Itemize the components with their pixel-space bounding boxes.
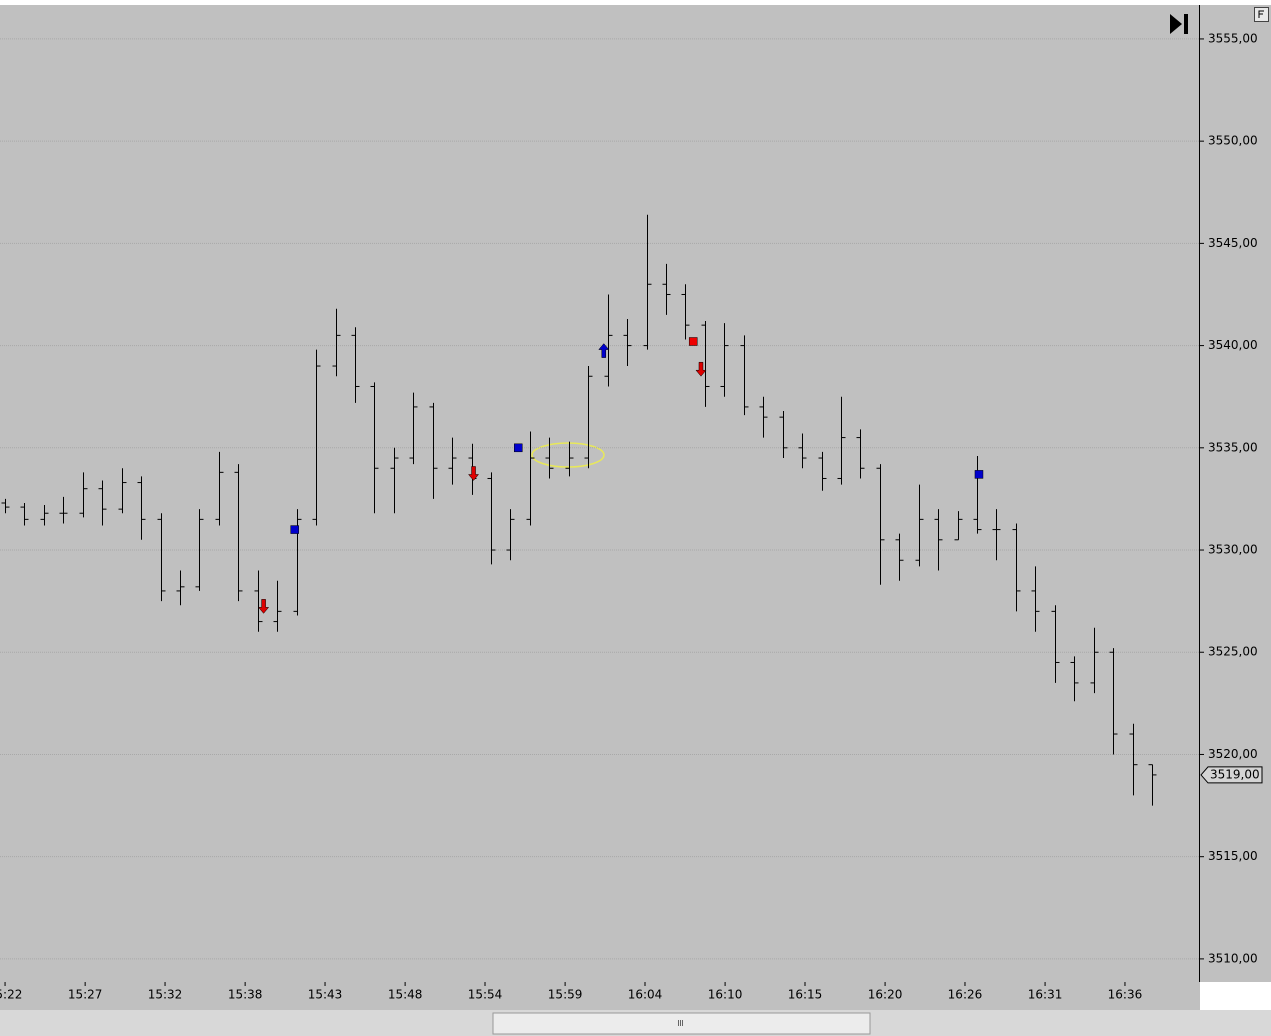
last-price-label: 3519,00 <box>1210 767 1260 781</box>
y-tick-label: 3520,00 <box>1208 747 1258 761</box>
drawing-ellipse <box>531 442 605 468</box>
x-tick-label: 15:54 <box>468 988 503 1002</box>
y-tick-label: 3510,00 <box>1208 951 1258 965</box>
x-tick-label: 15:59 <box>548 988 583 1002</box>
last-price-tag <box>1200 766 1263 784</box>
f-button[interactable] <box>1254 7 1269 22</box>
price-axis-panel <box>1200 5 1271 982</box>
y-tick-label: 3540,00 <box>1208 338 1258 352</box>
signal-arrow-down <box>258 599 270 614</box>
x-tick-label: 16:10 <box>708 988 743 1002</box>
signal-square <box>290 525 299 534</box>
signal-arrow-down <box>695 361 707 377</box>
axes-layer: 3510,00 3515,00 3520,00 3525,00 3530,00 3535,… <box>0 31 1263 1002</box>
go-to-end-button[interactable] <box>1170 14 1188 34</box>
x-tick-label: 15:38 <box>228 988 263 1002</box>
plot-layer <box>0 38 1200 960</box>
x-tick-label: 15:32 <box>148 988 183 1002</box>
signal-square <box>974 470 984 479</box>
signal-arrow-up <box>598 343 610 358</box>
y-tick-label: 3555,00 <box>1208 31 1258 45</box>
x-tick-label: 15:43 <box>308 988 343 1002</box>
x-tick-label: 15:27 <box>68 988 103 1002</box>
x-tick-label: 15:48 <box>388 988 423 1002</box>
signal-arrow-down <box>468 466 480 481</box>
y-tick-label: 3550,00 <box>1208 134 1258 148</box>
time-axis-panel <box>0 982 1200 1010</box>
signal-square <box>514 443 523 453</box>
scroll-grip <box>678 1020 683 1026</box>
y-tick-label: 3515,00 <box>1208 849 1258 863</box>
x-tick-label: 16:15 <box>788 988 823 1002</box>
y-tick-label: 3535,00 <box>1208 440 1258 454</box>
y-tick-label: 3545,00 <box>1208 236 1258 250</box>
scroll-thumb[interactable] <box>492 1012 871 1035</box>
x-tick-label: 15:22 <box>0 988 22 1002</box>
x-tick-label: 16:31 <box>1028 988 1063 1002</box>
x-tick-label: 16:36 <box>1108 988 1143 1002</box>
x-tick-label: 16:26 <box>948 988 983 1002</box>
y-tick-label: 3525,00 <box>1208 645 1258 659</box>
x-tick-label: 16:20 <box>868 988 903 1002</box>
x-tick-label: 16:04 <box>628 988 663 1002</box>
y-tick-label: 3530,00 <box>1208 543 1258 557</box>
signal-square <box>688 337 698 346</box>
plot-area <box>0 5 1200 982</box>
